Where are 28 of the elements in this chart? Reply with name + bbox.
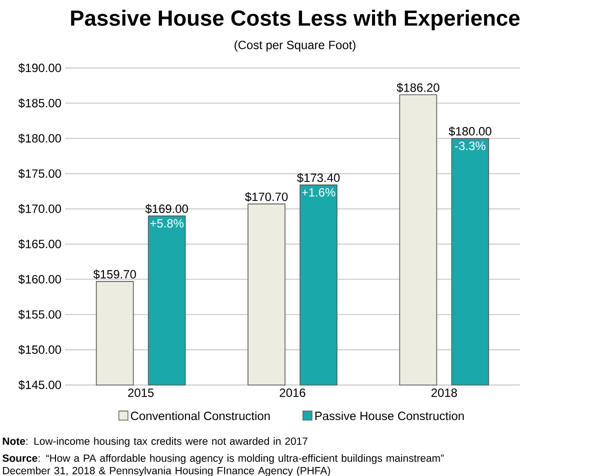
data-label: $170.70 xyxy=(245,192,288,202)
text: Source: “How a PA affordable housing agency is molding ultra-efficient buildings mainstream” December 31, 2018 & Pennsylvania Housing FInance Agency (PHFA) xyxy=(2,454,444,476)
data-label: $159.70 xyxy=(93,270,136,280)
annotation: +5.8% xyxy=(150,219,184,228)
y-tick-label: $160.00 xyxy=(18,274,62,284)
y-tick-label: $180.00 xyxy=(18,134,62,144)
data-label: $186.20 xyxy=(396,82,440,93)
chart-subtitle: (Cost per Square Foot) xyxy=(234,40,356,52)
y-tick-label: $185.00 xyxy=(18,98,62,108)
x-tick-label: 2015 xyxy=(128,388,154,397)
y-tick-label: $175.00 xyxy=(18,168,62,178)
data-label: $169.00 xyxy=(145,204,188,214)
y-tick-label: $190.00 xyxy=(18,63,62,73)
y-tick-label: $145.00 xyxy=(18,380,62,390)
legend-label: Conventional Construction xyxy=(130,411,270,420)
y-tick-label: $170.00 xyxy=(18,204,62,214)
data-label: $173.40 xyxy=(297,173,340,183)
x-tick-label: 2018 xyxy=(431,388,457,397)
y-tick-label: $155.00 xyxy=(18,310,62,320)
chart-title: Passive House Costs Less with Experience xyxy=(71,10,520,30)
legend-label: Passive House Construction xyxy=(315,411,464,420)
x-tick-label: 2016 xyxy=(280,388,306,397)
y-tick-label: $165.00 xyxy=(18,239,62,249)
text: Note: Low-income housing tax credits were not awarded in 2017 xyxy=(2,437,308,447)
annotation: -3.3% xyxy=(455,142,486,150)
annotation: +1.6% xyxy=(302,188,336,197)
y-tick-label: $150.00 xyxy=(18,344,62,355)
data-label: $180.00 xyxy=(448,126,492,136)
